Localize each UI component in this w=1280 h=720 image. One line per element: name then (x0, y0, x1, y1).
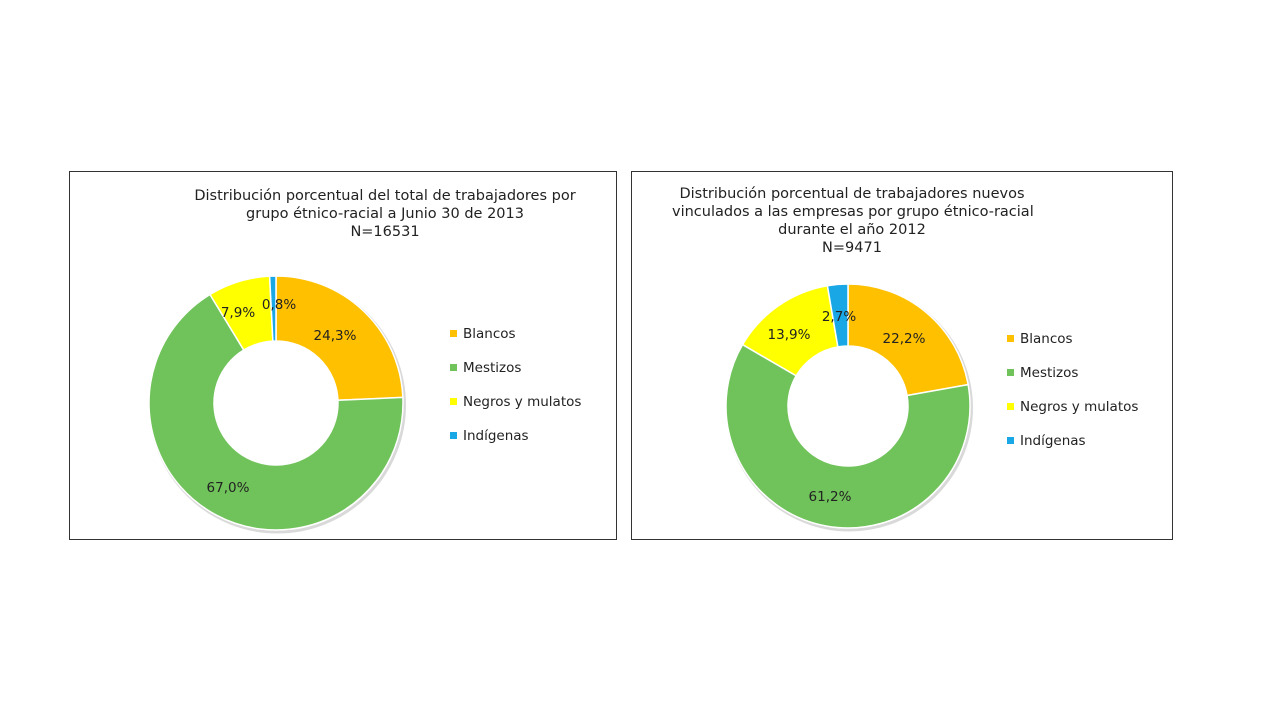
legend-label: Negros y mulatos (1020, 398, 1139, 415)
donut-slice-blancos (275, 275, 404, 402)
legend-item-negros-mulatos: Negros y mulatos (1007, 395, 1138, 418)
data-label: 2,7% (822, 309, 856, 325)
data-label: 0,8% (262, 297, 296, 313)
chart-panel-new-workers-2012: Distribución porcentual de trabajadores … (631, 171, 1173, 540)
chart-title-line: grupo étnico-racial a Junio 30 de 2013 (246, 206, 524, 222)
legend-label: Indígenas (463, 427, 529, 444)
chart-title-line: N=9471 (822, 240, 882, 256)
chart-panel-workers-2013: Distribución porcentual del total de tra… (69, 171, 617, 540)
legend-swatch (450, 398, 457, 405)
data-label: 61,2% (809, 489, 852, 505)
legend-swatch (1007, 335, 1014, 342)
legend-label: Negros y mulatos (463, 393, 582, 410)
legend-item-blancos: Blancos (1007, 327, 1138, 350)
chart-title-line: durante el año 2012 (778, 222, 926, 238)
legend-swatch (1007, 437, 1014, 444)
chart-legend: Blancos Mestizos Negros y mulatos Indíge… (1007, 327, 1138, 463)
legend-swatch (450, 330, 457, 337)
chart-title-line: Distribución porcentual de trabajadores … (679, 186, 1025, 202)
data-label: 13,9% (768, 327, 811, 343)
donut-slice-indigenas (268, 275, 277, 342)
donut-chart: 22,2% 61,2% 13,9% 2,7% (725, 283, 973, 532)
legend-label: Blancos (463, 325, 516, 342)
legend-item-mestizos: Mestizos (450, 356, 581, 379)
donut-slice-mestizos (148, 293, 404, 531)
legend-item-negros-mulatos: Negros y mulatos (450, 390, 581, 413)
chart-legend: Blancos Mestizos Negros y mulatos Indíge… (450, 322, 581, 458)
legend-item-indigenas: Indígenas (450, 424, 581, 447)
legend-item-mestizos: Mestizos (1007, 361, 1138, 384)
legend-label: Mestizos (1020, 364, 1079, 381)
data-label: 7,9% (221, 305, 255, 321)
data-label: 22,2% (883, 331, 926, 347)
donut-chart: 24,3% 67,0% 7,9% 0,8% (148, 275, 406, 534)
legend-label: Blancos (1020, 330, 1073, 347)
chart-title-line: N=16531 (350, 224, 420, 240)
chart-title-line: vinculados a las empresas por grupo étni… (672, 204, 1034, 220)
legend-swatch (1007, 369, 1014, 376)
legend-label: Indígenas (1020, 432, 1086, 449)
data-label: 67,0% (207, 480, 250, 496)
chart-title: Distribución porcentual de trabajadores … (672, 185, 1034, 257)
chart-title-line: Distribución porcentual del total de tra… (194, 188, 576, 204)
legend-item-blancos: Blancos (450, 322, 581, 345)
data-label: 24,3% (314, 328, 357, 344)
donut-slice-indígenas (826, 283, 849, 348)
legend-swatch (1007, 403, 1014, 410)
chart-title: Distribución porcentual del total de tra… (165, 187, 605, 241)
donut-slice-mestizos (725, 343, 971, 529)
legend-swatch (450, 432, 457, 439)
legend-swatch (450, 364, 457, 371)
legend-label: Mestizos (463, 359, 522, 376)
donut-slice-blancos (847, 283, 969, 397)
legend-item-indigenas: Indígenas (1007, 429, 1138, 452)
